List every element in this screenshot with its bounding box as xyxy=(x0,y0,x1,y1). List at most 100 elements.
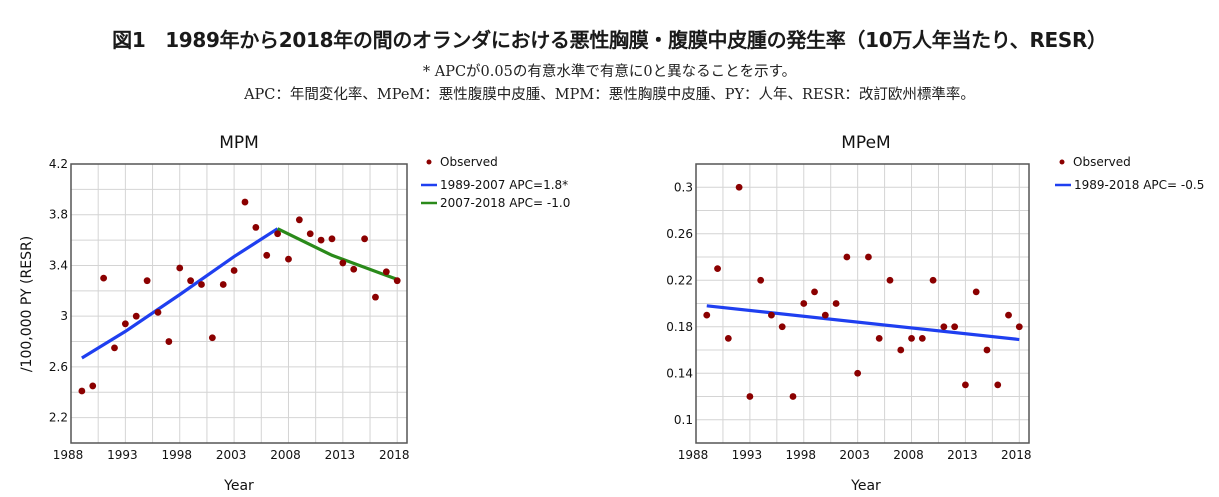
trend-line-1989-2018-apc-0-5 xyxy=(706,304,1020,342)
observed-point xyxy=(951,323,959,331)
y-tick-label: 0.18 xyxy=(666,320,693,334)
y-tick-label: 3.4 xyxy=(49,258,68,272)
mpm-chart: MPM Year /100,000 PY (RESR) 1988 1993 1998… xyxy=(19,133,570,494)
x-tick-label: 1988 xyxy=(678,448,709,462)
mpm-chart-title: MPM xyxy=(219,133,259,153)
mpm-x-axis-label: Year xyxy=(223,478,254,494)
x-tick-label: 2008 xyxy=(270,448,301,462)
x-tick-label: 2013 xyxy=(947,448,978,462)
observed-point xyxy=(897,346,905,354)
observed-point xyxy=(962,381,969,389)
mpem-marks xyxy=(703,183,1023,400)
observed-point xyxy=(843,253,851,261)
mpm-grid xyxy=(71,163,407,443)
x-tick-label: 1993 xyxy=(732,448,763,462)
observed-point xyxy=(746,393,754,400)
legend-observed-marker xyxy=(426,159,432,165)
observed-point xyxy=(1015,323,1023,331)
observed-point xyxy=(274,230,282,238)
x-tick-label: 2018 xyxy=(1001,448,1032,462)
mpm-plot-frame xyxy=(70,163,408,444)
x-tick-label: 2003 xyxy=(216,448,247,462)
y-tick-label: 0.26 xyxy=(666,227,693,241)
observed-point xyxy=(328,235,336,243)
observed-point xyxy=(875,334,883,342)
observed-point xyxy=(252,224,260,231)
mpem-grid xyxy=(696,163,1029,443)
observed-point xyxy=(724,334,732,342)
observed-point xyxy=(800,300,808,307)
observed-point xyxy=(132,312,140,320)
mpem-plot-frame xyxy=(695,163,1030,444)
observed-point xyxy=(361,235,368,243)
observed-point xyxy=(372,293,379,301)
observed-point xyxy=(154,308,162,316)
observed-point xyxy=(230,267,238,274)
x-tick-label: 1993 xyxy=(107,448,138,462)
observed-point xyxy=(208,334,216,342)
legend-1989-2007: 1989-2007 APC=1.8* xyxy=(440,178,568,192)
observed-point xyxy=(994,381,1002,389)
y-tick-label: 2.6 xyxy=(49,360,68,374)
x-tick-label: 1998 xyxy=(161,448,192,462)
observed-point xyxy=(703,311,711,319)
y-tick-label: 3.8 xyxy=(49,208,68,222)
observed-point xyxy=(339,259,347,267)
y-tick-label: 0.1 xyxy=(674,413,693,427)
observed-point xyxy=(295,216,303,224)
observed-point xyxy=(350,265,358,273)
significance-note: * APCが0.05の有意水準で有意に0と異なることを示す。 xyxy=(422,64,797,80)
trend-line-2007-2018-apc-1-0 xyxy=(276,227,398,281)
mpm-ticks: 1988 1993 1998 2003 2008 2013 2018 2.2 2.6 3 3.4 3.… xyxy=(49,157,410,462)
x-tick-label: 2008 xyxy=(893,448,924,462)
observed-point xyxy=(198,281,205,288)
y-tick-label: 0.3 xyxy=(674,180,693,194)
observed-point xyxy=(176,264,184,272)
observed-point xyxy=(121,320,129,328)
legend-observed-marker xyxy=(1059,159,1065,165)
y-tick-label: 4.2 xyxy=(49,157,68,171)
mpm-legend: Observed 1989-2007 APC=1.8* 2007-2018 AP… xyxy=(421,155,570,210)
x-tick-label: 2018 xyxy=(379,448,410,462)
figure-title: 図1 1989年から2018年の間のオランダにおける悪性胸膜・腹膜中皮腫の発生率… xyxy=(112,28,1107,52)
observed-point xyxy=(306,230,314,238)
observed-point xyxy=(854,369,862,377)
observed-point xyxy=(832,300,840,307)
legend-2007-2018: 2007-2018 APC= -1.0 xyxy=(440,196,570,210)
mpem-chart: MPeM Year 1988 1993 1998 2003 2008 2013 2018 0.… xyxy=(666,133,1204,494)
observed-point xyxy=(821,311,829,319)
observed-point xyxy=(165,338,173,345)
observed-point xyxy=(918,334,926,342)
observed-point xyxy=(929,276,937,284)
legend-observed: Observed xyxy=(440,155,498,169)
y-tick-label: 0.14 xyxy=(666,366,693,380)
mpm-marks xyxy=(78,198,401,395)
observed-point xyxy=(865,253,872,261)
y-tick-label: 3 xyxy=(60,309,68,323)
mpem-ticks: 1988 1993 1998 2003 2008 2013 2018 0.1 0.14 0.18 0… xyxy=(666,180,1031,462)
observed-point xyxy=(735,183,743,191)
mpm-y-axis-label: /100,000 PY (RESR) xyxy=(19,236,35,372)
x-tick-label: 2003 xyxy=(839,448,870,462)
observed-point xyxy=(886,276,894,284)
x-tick-label: 2013 xyxy=(325,448,356,462)
observed-point xyxy=(789,393,797,400)
mpem-chart-title: MPeM xyxy=(841,133,890,153)
observed-point xyxy=(382,268,390,276)
observed-point xyxy=(100,274,108,282)
observed-point xyxy=(972,288,980,296)
abbreviation-note: APC：年間変化率、MPeM：悪性腹膜中皮腫、MPM：悪性胸膜中皮腫、PY：人年… xyxy=(244,87,975,103)
observed-point xyxy=(263,251,271,259)
observed-point xyxy=(714,265,721,273)
mpem-x-axis-label: Year xyxy=(850,478,881,494)
observed-point xyxy=(1005,311,1012,319)
observed-point xyxy=(143,277,151,285)
y-tick-label: 2.2 xyxy=(49,411,68,425)
observed-point xyxy=(811,288,818,296)
x-tick-label: 1988 xyxy=(53,448,84,462)
observed-point xyxy=(219,281,227,288)
observed-point xyxy=(111,344,118,352)
observed-point xyxy=(940,323,948,331)
observed-point xyxy=(983,346,991,354)
